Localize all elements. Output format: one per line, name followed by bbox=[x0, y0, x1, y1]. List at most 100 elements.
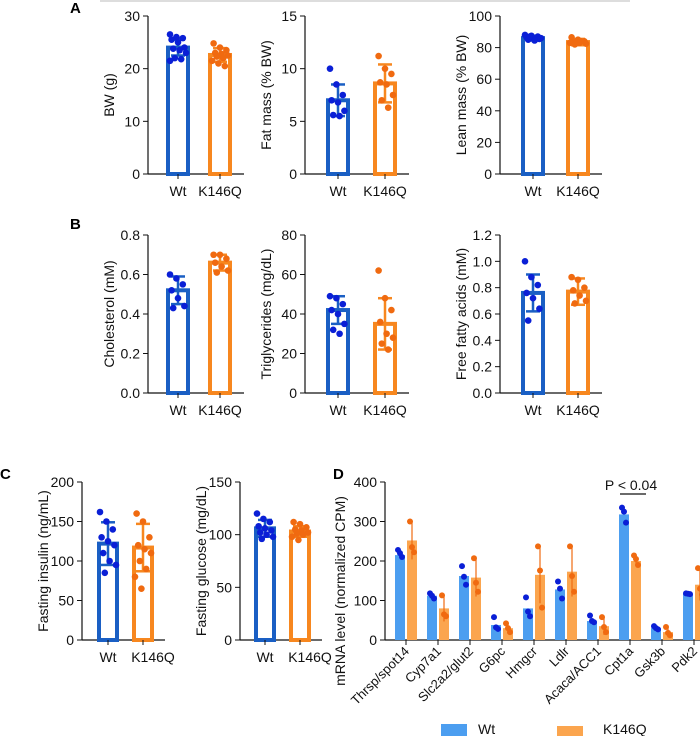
data-point bbox=[388, 70, 395, 78]
data-point bbox=[503, 620, 509, 627]
y-tick-label: 1.0 bbox=[473, 253, 493, 269]
data-point bbox=[288, 533, 296, 541]
bar-K146Q-Thrsp/spot14 bbox=[407, 540, 417, 640]
data-point bbox=[537, 34, 545, 42]
data-point bbox=[299, 531, 307, 538]
bar-Wt-Thrsp/spot14 bbox=[395, 555, 405, 640]
data-point bbox=[378, 340, 386, 347]
data-point bbox=[566, 39, 574, 47]
bar-K146Q bbox=[566, 289, 590, 395]
data-point bbox=[328, 306, 335, 314]
data-point bbox=[697, 585, 700, 592]
data-point bbox=[104, 537, 112, 545]
bar-Wt bbox=[521, 36, 545, 177]
y-tick-label: 20 bbox=[281, 346, 297, 362]
data-point bbox=[147, 549, 155, 557]
data-point bbox=[256, 529, 264, 536]
data-point bbox=[173, 275, 180, 282]
bar-Wt-Slc2a2/glut2 bbox=[459, 576, 469, 640]
y-tick-label: 100 bbox=[209, 527, 233, 543]
data-point bbox=[461, 573, 467, 580]
y-tick-label: 0 bbox=[369, 632, 377, 648]
x-tick-label: Hmgcr bbox=[502, 643, 540, 681]
data-point bbox=[258, 535, 266, 543]
data-point bbox=[384, 104, 392, 111]
data-point bbox=[601, 623, 607, 630]
data-point bbox=[260, 515, 267, 523]
data-point bbox=[375, 267, 382, 274]
bar-Wt-Cyp7a1 bbox=[427, 595, 437, 640]
data-point bbox=[443, 613, 449, 620]
data-point bbox=[131, 573, 139, 581]
data-point bbox=[176, 46, 183, 54]
data-point bbox=[557, 585, 563, 592]
data-point bbox=[101, 569, 109, 577]
data-point bbox=[384, 346, 392, 353]
legend-swatch-k146q bbox=[557, 726, 583, 736]
data-point bbox=[168, 36, 175, 43]
x-tick-label: K146Q bbox=[198, 402, 242, 418]
y-tick-label: 0 bbox=[289, 385, 297, 401]
y-tick-label: 50 bbox=[216, 579, 232, 595]
y-tick-label: 200 bbox=[51, 474, 75, 490]
data-point bbox=[529, 294, 537, 302]
y-tick-label: 0.4 bbox=[121, 306, 141, 322]
legend-label-k146q: K146Q bbox=[603, 721, 647, 736]
data-point bbox=[534, 281, 542, 289]
x-tick-label: Gsk3b bbox=[631, 644, 668, 681]
data-point bbox=[216, 251, 224, 259]
bar-Wt-G6pc bbox=[491, 624, 501, 640]
data-point bbox=[687, 591, 693, 598]
data-point bbox=[528, 273, 535, 281]
data-point bbox=[603, 629, 609, 636]
data-point bbox=[111, 541, 118, 549]
data-point bbox=[623, 519, 629, 526]
x-tick-label: Wt bbox=[169, 183, 186, 199]
panel-label-b: B bbox=[70, 216, 81, 233]
y-tick-label: 0.0 bbox=[473, 385, 493, 401]
data-point bbox=[341, 107, 348, 115]
x-tick-label: Wt bbox=[524, 183, 541, 199]
data-point bbox=[537, 567, 543, 574]
data-point bbox=[569, 287, 577, 294]
data-point bbox=[218, 263, 225, 270]
y-tick-label: 5 bbox=[289, 113, 297, 129]
data-point bbox=[223, 255, 230, 262]
y-tick-label: 200 bbox=[354, 553, 378, 569]
data-point bbox=[527, 613, 533, 620]
data-point bbox=[181, 302, 188, 310]
y-tick-label: 20 bbox=[476, 134, 492, 150]
x-tick-label: K146Q bbox=[363, 402, 407, 418]
legend-label-wt: Wt bbox=[478, 721, 495, 736]
data-point bbox=[439, 592, 445, 599]
data-point bbox=[213, 269, 221, 276]
y-tick-label: 100 bbox=[51, 553, 75, 569]
x-tick-label: K146Q bbox=[556, 402, 600, 418]
y-tick-label: 1.2 bbox=[473, 227, 493, 243]
data-point bbox=[210, 251, 217, 259]
bar-K146Q-Pdk2 bbox=[695, 584, 700, 640]
data-point bbox=[334, 310, 342, 318]
data-point bbox=[138, 585, 145, 592]
data-point bbox=[99, 549, 107, 557]
y-tick-label: 0.4 bbox=[473, 332, 493, 348]
data-point bbox=[621, 508, 627, 515]
bar-K146Q bbox=[208, 52, 232, 176]
data-point bbox=[576, 292, 583, 299]
y-tick-label: 10 bbox=[281, 61, 297, 77]
data-point bbox=[463, 581, 469, 588]
data-point bbox=[341, 320, 348, 328]
bar-K146Q-Cpt1a bbox=[631, 561, 641, 640]
y-tick-label: 15 bbox=[281, 8, 297, 24]
data-point bbox=[635, 561, 641, 568]
data-point bbox=[376, 79, 384, 86]
data-point bbox=[526, 33, 534, 40]
data-point bbox=[328, 96, 335, 104]
y-tick-label: 0 bbox=[224, 632, 232, 648]
data-point bbox=[109, 526, 117, 533]
data-point bbox=[261, 525, 269, 532]
data-point bbox=[574, 276, 582, 284]
x-tick-label: Wt bbox=[169, 402, 186, 418]
data-point bbox=[326, 292, 334, 300]
data-point bbox=[141, 545, 148, 553]
